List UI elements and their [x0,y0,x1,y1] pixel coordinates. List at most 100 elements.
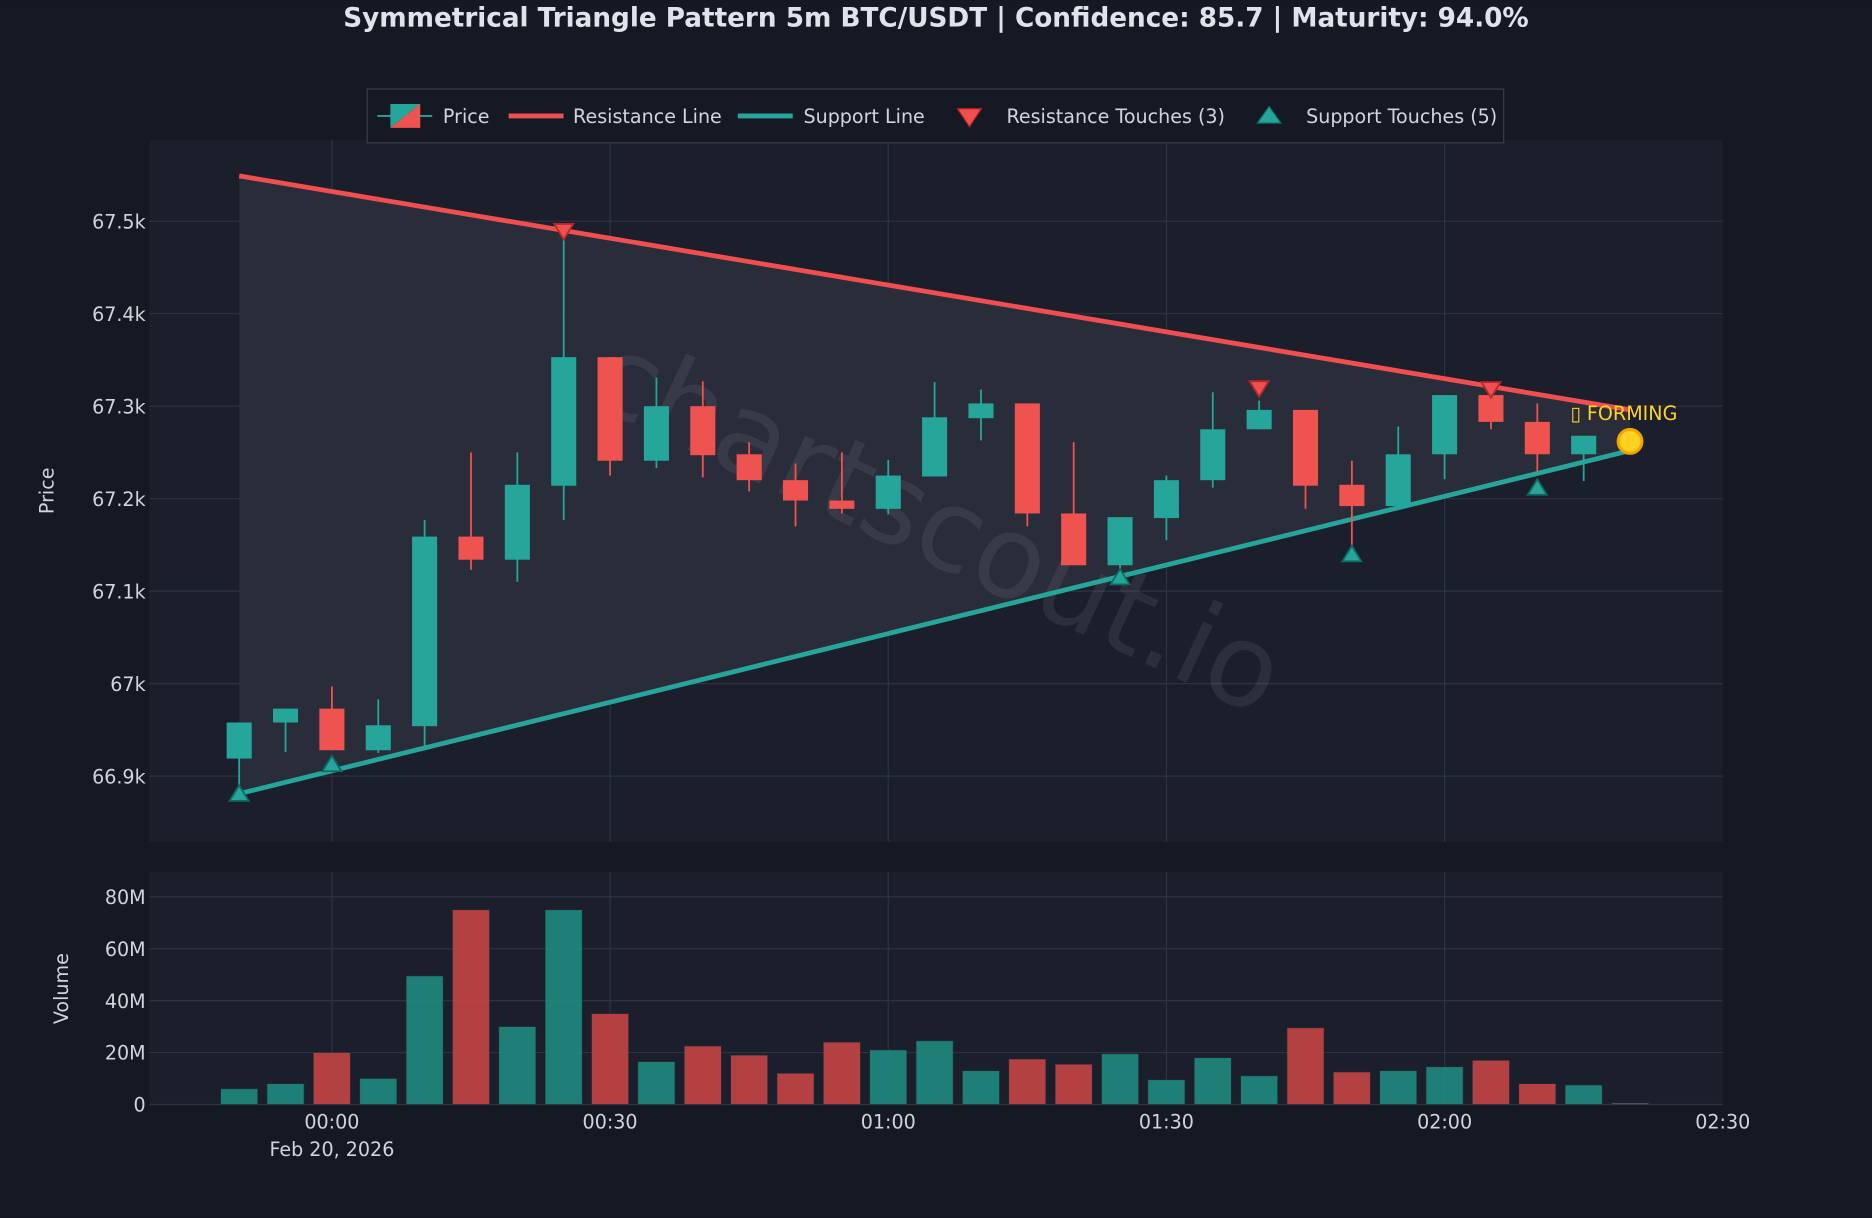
volume-bar [498,1026,537,1105]
apex-marker [1616,427,1644,455]
x-tick-label: 02:30 [1695,1110,1750,1133]
volume-bar [915,1040,954,1105]
volume-bar [1333,1071,1371,1105]
volume-bar [452,909,490,1105]
candle-down [1061,513,1087,566]
volume-bar [730,1054,768,1105]
volume-bar [591,1013,629,1105]
resistance-touch-marker [1479,381,1503,400]
volume-bar [1008,1058,1047,1105]
support-line [238,448,1631,797]
candle-up [551,357,577,486]
volume-bar [776,1073,815,1105]
y-tick-label: 67.5k [92,210,146,233]
legend-support-touches[interactable]: Support Touches (5) [1306,105,1497,128]
touch-markers [228,223,1644,802]
volume-bar [405,975,444,1105]
candle-down [597,357,623,461]
volume-bar [1611,1102,1649,1105]
candle-up [875,475,901,509]
candle-down [1478,395,1504,422]
support-touch-marker [228,783,251,802]
volume-bars [220,909,1649,1105]
volume-bar [869,1049,908,1105]
legend-resistance-touches[interactable]: Resistance Touches (3) [1006,105,1225,128]
resistance-line [238,173,1631,413]
volume-tick-label: 20M [105,1042,146,1065]
pattern-lines [238,173,1631,797]
candle-down [736,454,762,481]
volume-bar [359,1078,398,1105]
volume-bar [823,1041,861,1105]
candle-up [922,417,948,477]
volume-axis-label: Volume [50,953,73,1024]
volume-bar [637,1061,676,1105]
candle-up [1432,395,1458,455]
candle-up [968,403,994,419]
legend-support-touch-icon [1255,105,1283,124]
triangle-area [239,175,1631,794]
volume-bar [1286,1027,1325,1105]
volume-bar [1147,1079,1186,1105]
candle-up [412,536,438,727]
volume-tick-label: 80M [105,886,146,909]
x-tick-label: 02:00 [1417,1110,1472,1133]
volume-bar [1518,1083,1557,1105]
volume-bar [1101,1053,1139,1105]
axis-ticks: 00:00 00:30 01:00 01:30 02:00 02:30 66.9k 67k 67… [92,210,1750,1133]
volume-bar [962,1070,1000,1105]
x-tick-label: 01:00 [861,1110,916,1133]
legend-price-icon-down [390,103,421,128]
y-axis-label: Price [36,468,59,515]
chart-title: Symmetrical Triangle Pattern 5m BTC/USDT… [343,3,1528,33]
volume-bar [1379,1070,1418,1105]
candle-down [1292,409,1319,486]
candle-down [829,500,855,509]
volume-bar [1425,1066,1464,1105]
volume-bar [1193,1057,1232,1105]
resistance-touch-marker [552,223,575,242]
y-tick-label: 67.1k [92,580,146,603]
legend[interactable]: Price Resistance Line Support Line Resis… [366,88,1505,144]
legend-price[interactable]: Price [443,105,490,128]
volume-bar [313,1052,351,1105]
candle-up [1571,435,1597,455]
support-touch-marker [1526,477,1549,496]
y-tick-label: 67k [110,673,145,696]
candle-down [690,406,716,456]
support-touch-marker [320,754,344,773]
volume-bar [220,1088,258,1105]
volume-tick-label: 40M [105,990,146,1013]
candle-up [273,708,299,723]
candles [226,232,1597,789]
candle-up [643,406,669,461]
y-tick-label: 67.3k [92,395,146,418]
legend-resistance-line[interactable]: Resistance Line [573,105,722,128]
legend-support-line[interactable]: Support Line [803,105,924,128]
volume-bar [1472,1060,1510,1105]
volume-bar [544,909,583,1105]
y-tick-label: 67.4k [92,303,146,326]
candle-up [1385,454,1411,507]
volume-bar [1240,1075,1278,1105]
candle-up [1153,480,1179,519]
candle-down [319,708,345,751]
candle-down [458,536,484,560]
x-tick-label: 01:30 [1139,1110,1194,1133]
y-tick-label: 66.9k [92,765,146,788]
forming-label: ▯ FORMING [1570,402,1677,425]
volume-tick-label: 0 [133,1094,145,1117]
x-tick-label: 00:30 [583,1110,638,1133]
volume-bar [683,1045,722,1105]
candle-down [1339,484,1365,507]
volume-tick-label: 60M [105,938,146,961]
candle-up [1107,517,1133,566]
candle-down [1014,403,1040,514]
candle-up [365,725,391,751]
legend-resistance-touch-icon [956,108,983,128]
candle-up [1200,429,1226,481]
candle-up [1246,409,1272,430]
candle-up [226,722,252,759]
candle-down [1524,421,1550,455]
